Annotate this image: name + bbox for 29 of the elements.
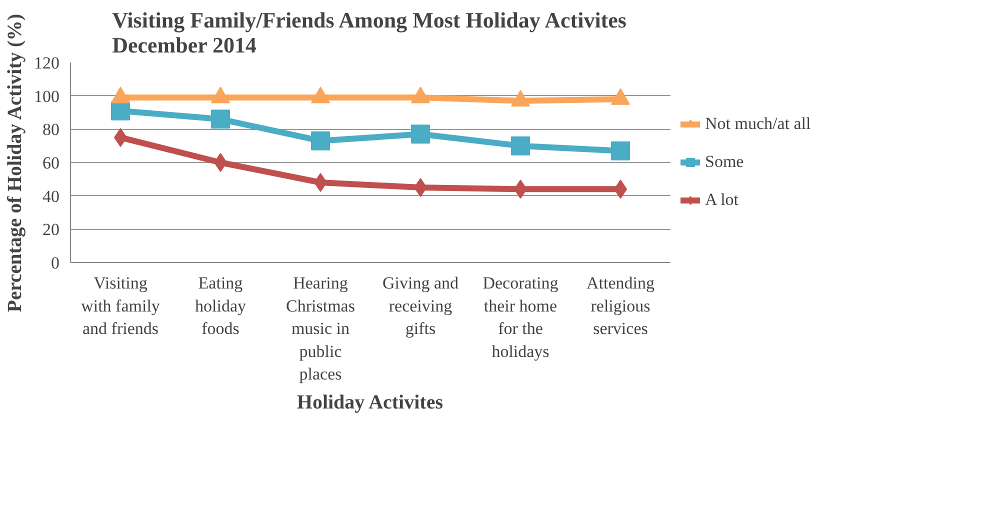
y-axis-title: Percentage of Holiday Activity (%) — [4, 14, 26, 312]
legend-label: A lot — [705, 190, 739, 210]
y-tick-label: 60 — [42, 154, 60, 172]
point — [111, 86, 130, 104]
y-tick-label: 0 — [51, 254, 60, 272]
chart-title: Visiting Family/Friends Among Most Holiday Activites December 2014 — [112, 8, 627, 58]
x-tick-label: Decorating their home for the holidays — [482, 274, 559, 361]
x-tick-label: Eating holiday foods — [195, 274, 246, 338]
x-tick-label: Hearing Christmas music in public places — [286, 274, 355, 384]
point — [411, 124, 430, 144]
point — [311, 86, 330, 104]
point — [511, 136, 530, 156]
y-tick-label: 40 — [42, 186, 60, 206]
point — [211, 86, 230, 104]
x-axis-title: Holiday Activites — [296, 392, 444, 414]
legend-label: Some — [705, 152, 744, 172]
y-tick-label: 80 — [42, 120, 60, 140]
x-tick-label: Giving and receiving gifts — [382, 274, 460, 338]
point — [611, 88, 630, 105]
x-tick-label: Attending religious services — [586, 274, 655, 338]
y-tick-label: 120 — [34, 54, 60, 72]
point — [611, 141, 630, 160]
x-tick-label: Visiting with family and friends — [81, 274, 160, 338]
point — [411, 86, 430, 104]
y-tick-label: 100 — [34, 86, 60, 106]
legend-label: Not much/at all — [705, 114, 811, 134]
point — [511, 90, 530, 107]
point — [311, 131, 330, 150]
y-tick-label: 20 — [42, 220, 60, 240]
